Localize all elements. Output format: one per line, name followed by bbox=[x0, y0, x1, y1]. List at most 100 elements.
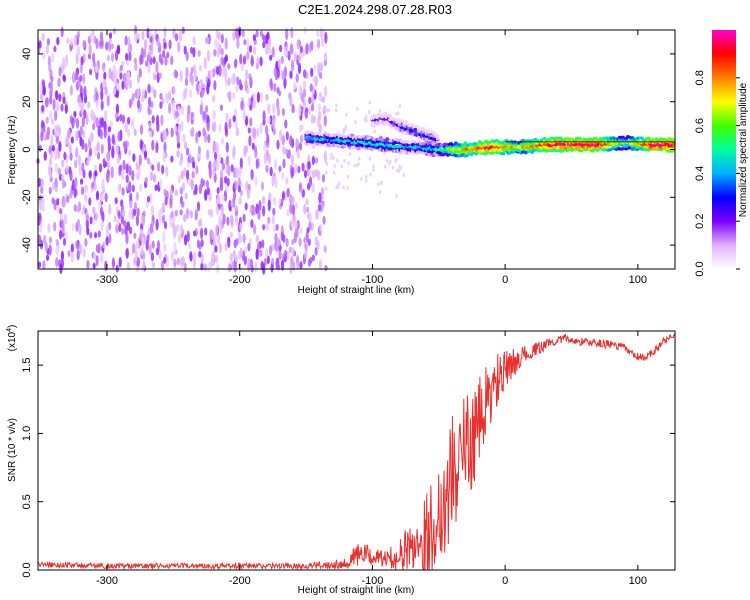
spectrogram-noise-cell bbox=[285, 237, 289, 248]
spectrogram-noise-cell bbox=[100, 194, 104, 202]
spectrogram-noise-cell bbox=[96, 141, 100, 152]
spectrogram-noise-cell bbox=[78, 223, 82, 236]
spectrogram-noise-cell bbox=[243, 147, 247, 157]
spectrogram-noise-cell bbox=[309, 256, 313, 264]
spectrogram-noise-cell bbox=[159, 101, 163, 110]
spectrogram-noise-cell bbox=[198, 183, 202, 195]
spectrogram-noise-cell bbox=[77, 95, 81, 104]
spectrogram-noise-cell bbox=[215, 204, 219, 216]
spectrogram-noise-cell bbox=[121, 209, 126, 217]
spectrogram-speckle-cell bbox=[365, 178, 368, 183]
spectrogram-noise-cell bbox=[46, 132, 50, 141]
spectrogram-noise-cell bbox=[190, 128, 194, 137]
spectrogram-noise-cell bbox=[178, 30, 182, 42]
spectrogram-noise-cell bbox=[261, 239, 265, 249]
spectrogram-noise-cell bbox=[242, 110, 246, 122]
spectrogram-noise-cell bbox=[198, 80, 202, 92]
spectrogram-noise-cell bbox=[272, 224, 276, 232]
spectrogram-noise-cell bbox=[216, 262, 220, 274]
spectrogram-noise-cell bbox=[82, 247, 86, 258]
spectrogram-noise-cell bbox=[158, 72, 162, 79]
spectrogram-noise-cell bbox=[319, 61, 323, 72]
spectrogram-speckle-cell bbox=[333, 164, 336, 168]
spectrogram-noise-cell bbox=[195, 83, 199, 92]
spectrogram-noise-cell bbox=[308, 96, 312, 105]
spectrogram-speckle-cell bbox=[368, 156, 372, 161]
spectrogram-noise-cell bbox=[135, 215, 139, 227]
spectrogram-noise-cell bbox=[85, 114, 89, 125]
spectrogram-noise-cell bbox=[76, 249, 80, 261]
spectrogram-noise-cell bbox=[294, 163, 298, 174]
spectrogram-noise-cell bbox=[82, 129, 86, 138]
spectrogram-noise-cell bbox=[317, 204, 322, 212]
spectrogram-noise-cell bbox=[188, 153, 192, 164]
spectrogram-noise-cell bbox=[40, 131, 44, 142]
spectrogram-noise-cell bbox=[111, 133, 115, 145]
spectrogram-noise-cell bbox=[129, 200, 133, 208]
spectrogram-noise-cell bbox=[134, 91, 138, 98]
spectrogram-noise-cell bbox=[284, 119, 288, 129]
spectrogram-speckle-cell bbox=[402, 173, 406, 178]
spectrogram-noise-cell bbox=[51, 197, 55, 205]
spectrogram-noise-cell bbox=[274, 233, 278, 243]
spectrogram-noise-cell bbox=[323, 59, 327, 67]
spectrogram-noise-cell bbox=[249, 205, 253, 214]
spectrogram-noise-cell bbox=[121, 187, 125, 196]
spectrogram-noise-cell bbox=[265, 43, 269, 56]
spectrogram-noise-cell bbox=[235, 129, 239, 137]
spectrogram-noise-cell bbox=[299, 261, 303, 270]
spectrogram-noise-cell bbox=[185, 207, 189, 220]
spectrogram-noise-cell bbox=[69, 191, 73, 199]
spectrogram-branch-cell bbox=[435, 137, 440, 141]
spectrogram-noise-cell bbox=[275, 223, 279, 231]
spectrogram-noise-cell bbox=[133, 57, 137, 65]
spectrogram-noise-cell bbox=[170, 250, 175, 262]
spectrogram-branch-cell bbox=[397, 118, 402, 122]
spectrogram-noise-cell bbox=[282, 158, 286, 169]
spectrogram-noise-cell bbox=[234, 254, 238, 263]
spectrogram-noise-cell bbox=[100, 117, 105, 128]
spectrogram-signal-cell bbox=[543, 136, 547, 141]
spectrogram-noise-cell bbox=[87, 101, 91, 109]
spectrogram-branch-cell bbox=[435, 140, 440, 144]
spectrogram-noise-cell bbox=[179, 159, 183, 167]
spectrogram-noise-cell bbox=[216, 65, 220, 76]
spectrogram-noise-cell bbox=[110, 166, 114, 179]
spectrogram-noise-cell bbox=[220, 137, 225, 145]
spectrogram-noise-cell bbox=[72, 71, 76, 84]
spectrogram-noise-cell bbox=[301, 93, 305, 104]
spectrogram-noise-cell bbox=[250, 219, 254, 229]
spectrogram-noise-cell bbox=[291, 103, 295, 114]
spectrogram-noise-cell bbox=[131, 184, 135, 193]
spectrogram-noise-cell bbox=[312, 169, 316, 179]
snr-x-tick-label: 100 bbox=[629, 575, 647, 587]
spectrogram-noise-cell bbox=[60, 250, 64, 262]
spectrogram-noise-cell bbox=[111, 148, 115, 159]
spectrogram-noise-cell bbox=[324, 85, 328, 98]
spectrogram-speckle-cell bbox=[369, 172, 372, 177]
colorbar-tick-label: 0.6 bbox=[694, 118, 706, 133]
spectrogram-noise-cell bbox=[172, 28, 176, 39]
spectrogram-noise-cell bbox=[217, 153, 222, 163]
spectrogram-speckle-cell bbox=[325, 161, 329, 166]
spectrogram-noise-cell bbox=[50, 75, 54, 83]
spectrogram-noise-cell bbox=[180, 170, 184, 180]
spectrogram-noise-cell bbox=[303, 169, 308, 179]
spectrogram-noise-cell bbox=[270, 263, 274, 273]
spectrogram-noise-cell bbox=[273, 66, 277, 77]
spectrogram-noise-cell bbox=[305, 198, 309, 206]
spectrogram-noise-cell bbox=[101, 62, 106, 73]
spectrogram-noise-cell bbox=[252, 34, 256, 42]
spectrogram-noise-cell bbox=[43, 151, 47, 161]
spectrogram-noise-cell bbox=[170, 211, 174, 219]
spectrogram-y-axis-title: Frequency (Hz) bbox=[7, 116, 18, 185]
spectrogram-noise-cell bbox=[193, 68, 197, 81]
spectrogram-noise-cell bbox=[173, 258, 177, 268]
spectrogram-noise-cell bbox=[94, 212, 98, 222]
spectrogram-noise-cell bbox=[190, 111, 194, 119]
spectrogram-noise-cell bbox=[40, 92, 44, 102]
spectrogram-noise-cell bbox=[316, 38, 321, 49]
spectrogram-noise-cell bbox=[40, 178, 44, 189]
spectrogram-noise-cell bbox=[153, 73, 157, 81]
spectrogram-noise-cell bbox=[113, 88, 117, 95]
